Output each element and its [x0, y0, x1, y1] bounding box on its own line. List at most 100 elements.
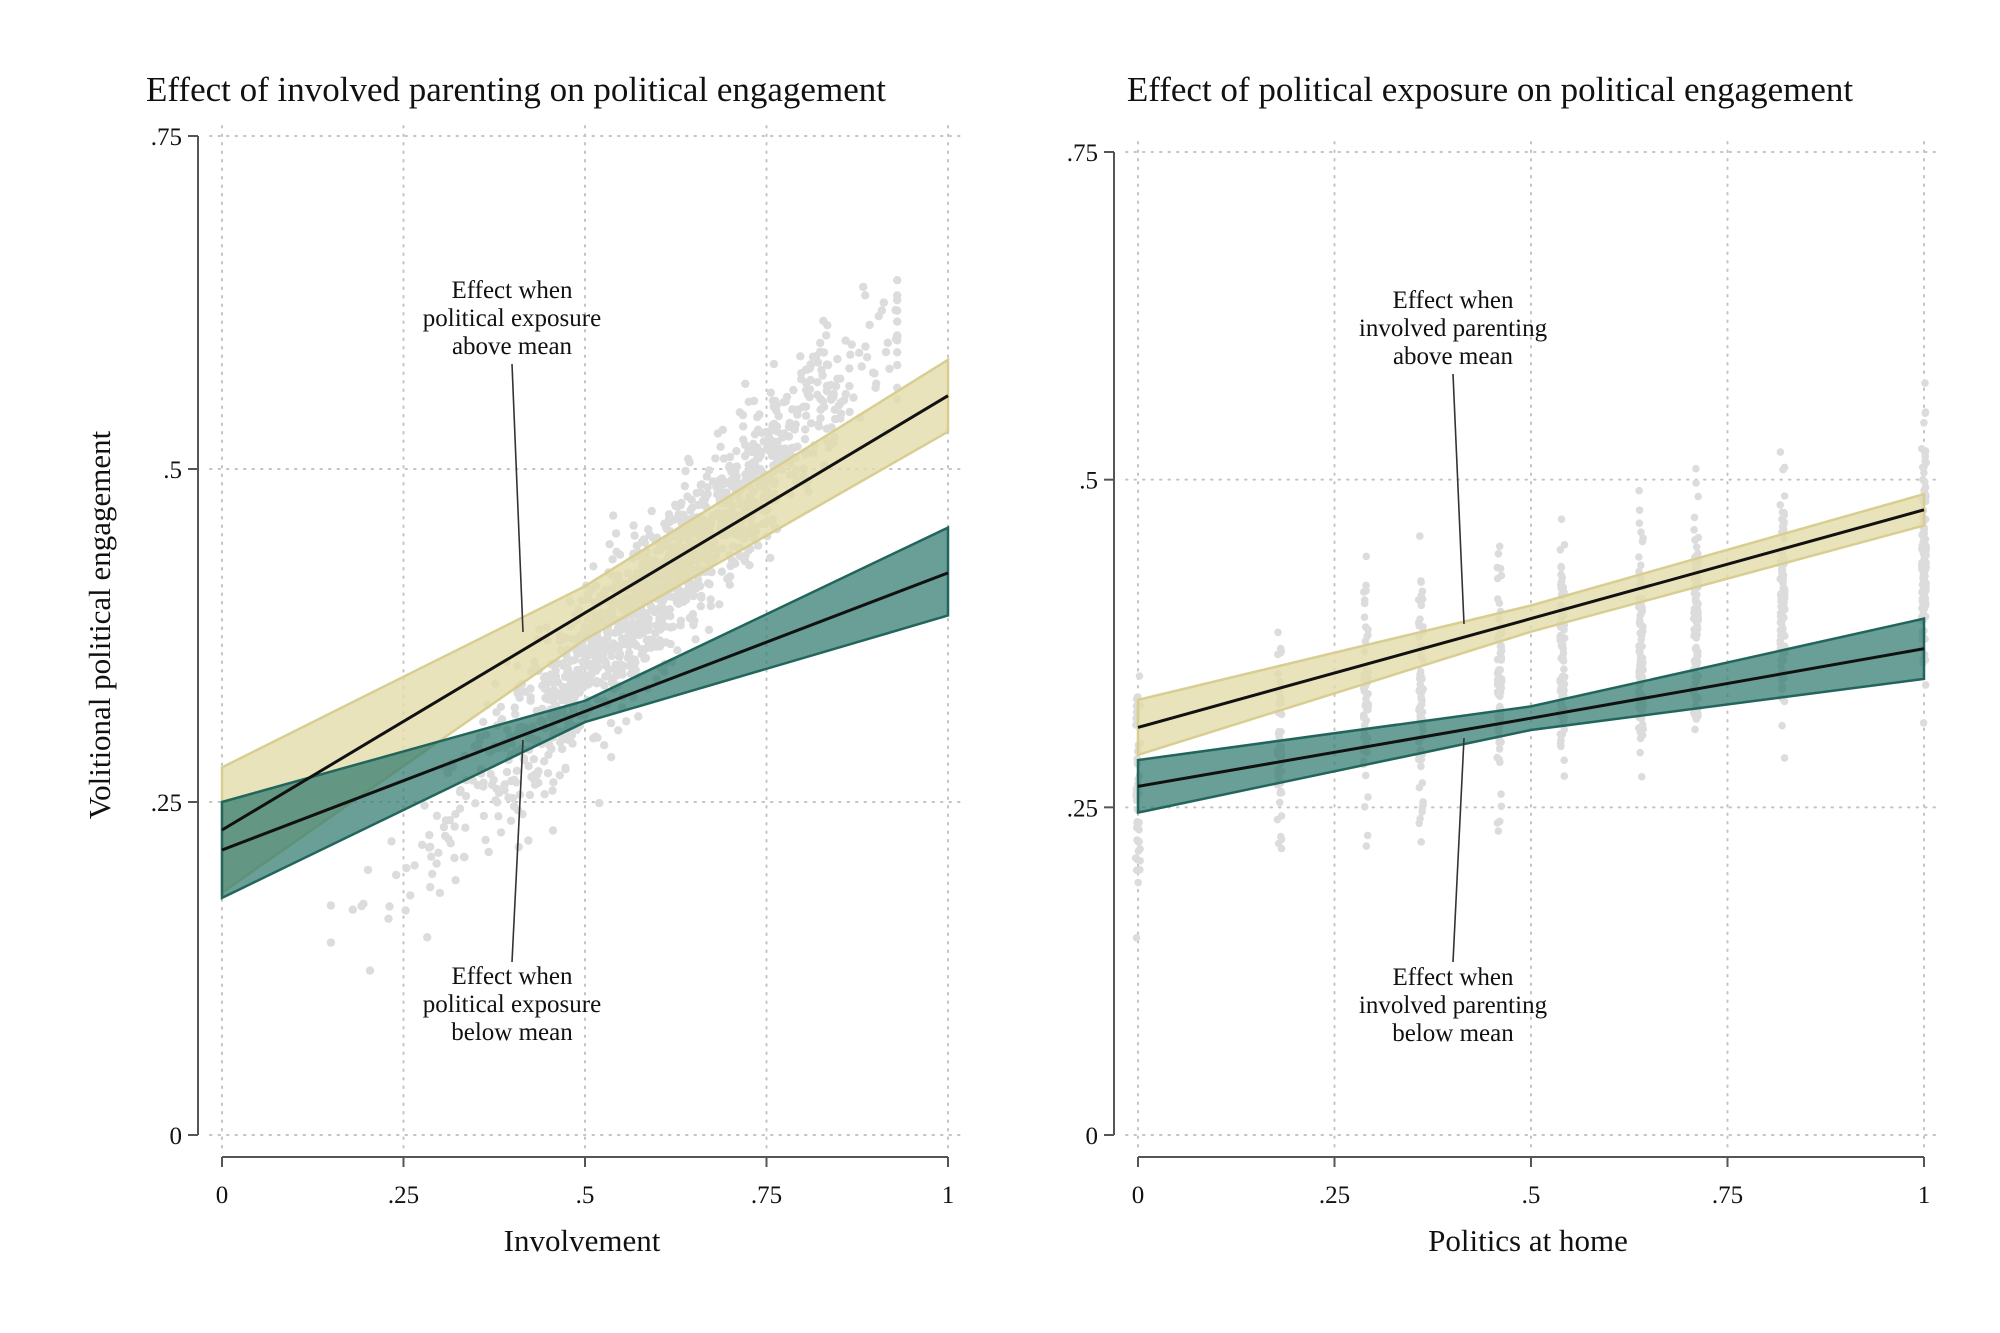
- scatter-point: [427, 852, 436, 861]
- scatter-point: [1777, 565, 1786, 574]
- scatter-point: [697, 593, 706, 602]
- annotation-line: political exposure: [423, 991, 601, 1018]
- annotation-line: below mean: [1392, 1020, 1514, 1047]
- scatter-point: [1636, 734, 1645, 743]
- scatter-point: [817, 365, 826, 375]
- fit-line-above: [1137, 508, 1925, 729]
- scatter-point: [750, 430, 760, 439]
- scatter-point: [684, 454, 693, 464]
- scatter-point: [1494, 550, 1503, 558]
- scatter-point: [471, 799, 480, 808]
- scatter-point: [1495, 745, 1504, 753]
- scatter-point: [1557, 742, 1565, 751]
- scatter-point: [1558, 672, 1567, 681]
- scatter-point: [1496, 758, 1504, 767]
- scatter-point: [1780, 525, 1788, 534]
- scatter-point: [622, 717, 631, 726]
- scatter-point: [816, 338, 825, 348]
- x-axis-title: Involvement: [504, 1223, 661, 1258]
- scatter-point: [611, 529, 621, 538]
- scatter-point: [1557, 570, 1565, 579]
- scatter-point: [630, 631, 639, 640]
- scatter-point: [769, 402, 778, 412]
- scatter-point: [656, 625, 665, 634]
- scatter-point: [1779, 615, 1787, 623]
- scatter-point: [1635, 519, 1644, 527]
- annotation-line: Effect when: [451, 963, 573, 990]
- scatter-point: [696, 602, 705, 611]
- annotation-leader: [1452, 373, 1465, 625]
- scatter-point: [836, 409, 846, 418]
- scatter-point: [681, 466, 690, 476]
- scatter-point: [777, 430, 786, 439]
- scatter-point: [674, 599, 683, 608]
- scatter-point: [589, 562, 598, 571]
- scatter-point: [731, 559, 740, 568]
- scatter-point: [687, 503, 697, 513]
- scatter-point: [703, 579, 713, 588]
- scatter-point: [1277, 710, 1286, 719]
- scatter-point: [1277, 832, 1285, 841]
- scatter-point: [1362, 581, 1370, 590]
- scatter-point: [655, 642, 665, 651]
- scatter-point: [1494, 668, 1502, 676]
- y-axis-title: Volitional political engagement: [82, 430, 117, 819]
- scatter-point: [1417, 601, 1426, 610]
- scatter-point: [1691, 536, 1699, 544]
- scatter-point: [1918, 531, 1926, 539]
- scatter-point: [861, 291, 870, 300]
- scatter-point: [507, 776, 516, 786]
- scatter-point: [1637, 772, 1646, 781]
- annotation-leader: [511, 739, 524, 963]
- scatter-point: [805, 364, 815, 373]
- scatter-point: [1777, 594, 1786, 602]
- scatter-point: [1274, 839, 1283, 848]
- scatter-point: [1690, 513, 1699, 522]
- scatter-point: [722, 488, 731, 497]
- scatter-point: [1776, 448, 1785, 456]
- scatter-point: [1921, 409, 1930, 418]
- scatter-point: [1418, 779, 1427, 787]
- fit-line-below: [221, 571, 949, 852]
- scatter-point: [604, 665, 614, 674]
- scatter-point: [348, 905, 357, 914]
- scatter-point: [1921, 681, 1930, 689]
- scatter-point: [525, 790, 535, 800]
- scatter-point: [1133, 855, 1141, 864]
- scatter-point: [1275, 798, 1284, 807]
- scatter-point: [1495, 674, 1504, 683]
- scatter-point: [600, 656, 609, 665]
- scatter-point: [1364, 793, 1372, 801]
- scatter-point: [840, 395, 849, 405]
- scatter-point: [326, 901, 336, 910]
- scatter-point: [541, 681, 550, 690]
- scatter-point: [425, 830, 434, 840]
- scatter-point: [598, 646, 607, 655]
- scatter-point: [1556, 546, 1565, 554]
- scatter-point: [512, 766, 521, 775]
- scatter-point: [1560, 541, 1569, 549]
- scatter-point: [1692, 479, 1700, 487]
- scatter-point: [524, 761, 533, 771]
- scatter-point: [549, 778, 558, 787]
- y-tick-label: .75: [1067, 140, 1098, 167]
- scatter-point: [455, 804, 465, 813]
- scatter-point: [529, 755, 539, 764]
- scatter-point: [885, 364, 894, 373]
- scatter-point: [1635, 642, 1643, 650]
- scatter-point: [1274, 729, 1283, 738]
- annotation-line: above mean: [1393, 343, 1514, 370]
- scatter-point: [883, 338, 892, 347]
- scatter-point: [1557, 515, 1566, 523]
- scatter-point: [614, 726, 623, 735]
- scatter-point: [879, 298, 888, 307]
- scatter-point: [617, 663, 626, 672]
- scatter-point: [481, 835, 490, 845]
- scatter-point: [1362, 842, 1371, 850]
- scatter-point: [428, 869, 437, 879]
- scatter-point: [1635, 724, 1643, 732]
- scatter-point: [1920, 419, 1928, 427]
- scatter-point: [385, 902, 394, 911]
